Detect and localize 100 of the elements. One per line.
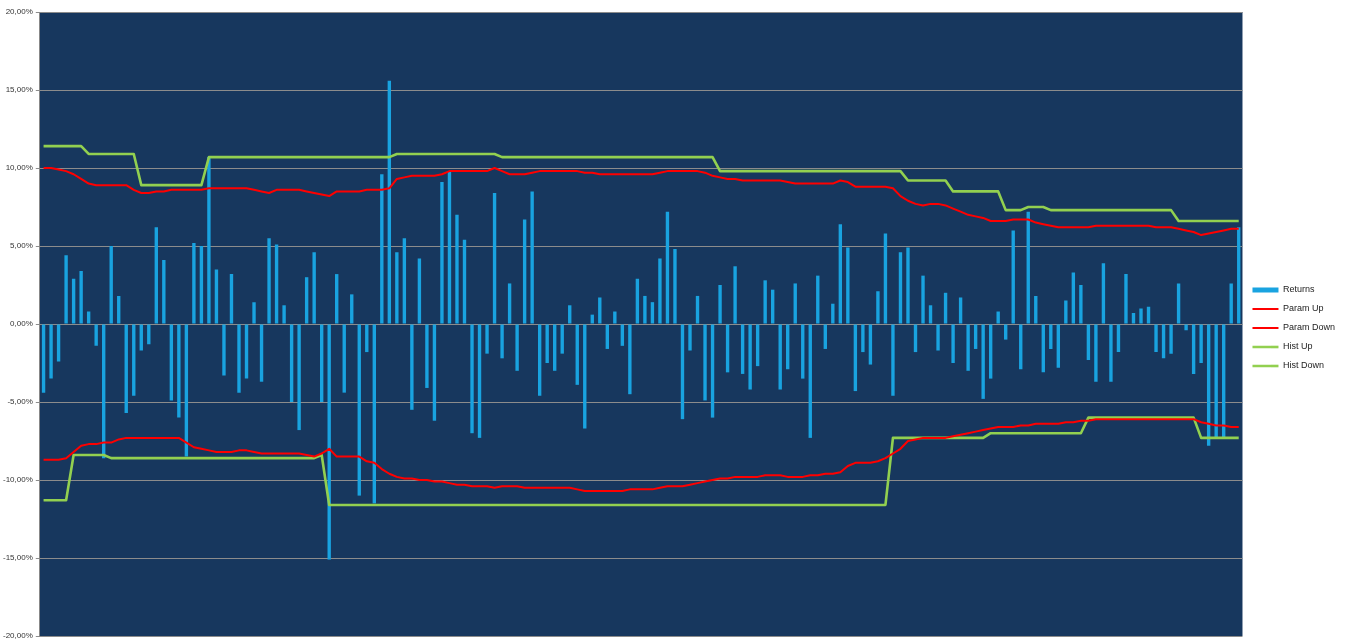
bar — [282, 305, 286, 324]
bar — [1094, 324, 1098, 382]
bar — [1214, 324, 1218, 438]
bar — [214, 269, 219, 324]
bar — [177, 324, 181, 418]
bar — [695, 295, 700, 324]
bar — [598, 297, 602, 324]
bar — [1064, 300, 1068, 324]
bar — [650, 302, 655, 324]
bar — [1011, 230, 1015, 324]
bar — [643, 295, 647, 324]
bar — [1079, 285, 1083, 324]
bar — [831, 303, 835, 324]
bar — [1139, 308, 1143, 324]
bar — [229, 274, 234, 324]
bar — [1124, 274, 1128, 324]
bar — [410, 324, 414, 410]
bar — [222, 324, 226, 376]
y-tick-label: 0,00% — [10, 319, 33, 329]
y-tick-label: -10,00% — [3, 475, 33, 485]
bar — [981, 324, 985, 399]
y-tick-label: 5,00% — [10, 241, 33, 251]
bar — [500, 324, 504, 359]
bar — [207, 157, 211, 324]
bar — [958, 297, 963, 324]
bar — [192, 242, 196, 324]
bar — [673, 249, 677, 324]
y-tick-label: 20,00% — [5, 7, 33, 17]
bar — [335, 274, 339, 324]
bar — [395, 252, 399, 324]
bar — [590, 314, 594, 324]
bar — [846, 247, 850, 324]
bar — [951, 324, 955, 363]
bar — [304, 277, 309, 324]
bar — [748, 324, 752, 390]
legend-label: Hist Down — [1282, 360, 1324, 371]
bar — [515, 324, 519, 371]
bar — [1154, 324, 1158, 353]
bar — [1169, 324, 1173, 354]
bar — [530, 191, 534, 324]
bar — [1199, 324, 1203, 363]
bar — [507, 283, 512, 324]
legend-label: Param Down — [1282, 322, 1336, 333]
bar — [793, 283, 797, 324]
bar — [312, 252, 316, 324]
y-tick-label: -5,00% — [7, 397, 33, 407]
legend-label: Hist Up — [1282, 341, 1313, 352]
y-tick-label: -15,00% — [3, 553, 33, 563]
bar — [402, 238, 407, 324]
bar — [861, 324, 865, 353]
bar — [117, 295, 121, 324]
bar — [440, 182, 444, 324]
bar — [1131, 313, 1136, 324]
legend-label: Param Up — [1282, 303, 1324, 314]
bar — [49, 324, 53, 379]
y-tick-label: -20,00% — [3, 631, 33, 641]
bar — [1184, 324, 1188, 331]
bar — [274, 244, 279, 324]
bar — [545, 324, 549, 363]
bar — [1109, 324, 1113, 382]
bar — [380, 174, 384, 324]
bar — [1229, 283, 1233, 324]
y-tick-label: 15,00% — [5, 85, 33, 95]
bar — [658, 258, 662, 324]
bar — [891, 324, 895, 396]
bar — [485, 324, 489, 354]
bar — [252, 302, 256, 324]
bar — [267, 238, 271, 324]
bar — [94, 324, 98, 346]
bar — [628, 324, 632, 395]
bar — [936, 324, 940, 351]
bar — [79, 270, 83, 324]
bar — [470, 324, 474, 434]
bar — [921, 275, 925, 324]
y-tick-label: 10,00% — [5, 163, 33, 173]
bar — [928, 305, 933, 324]
bar — [763, 280, 767, 324]
bar — [718, 285, 722, 324]
bar — [162, 260, 166, 324]
bar — [1101, 263, 1106, 324]
bar — [455, 214, 459, 324]
bar — [568, 305, 572, 324]
bar — [703, 324, 707, 401]
bar — [996, 311, 1000, 324]
legend-label: Returns — [1282, 284, 1315, 295]
bar — [1034, 295, 1038, 324]
bar — [613, 311, 617, 324]
bar — [898, 252, 903, 324]
bar — [688, 324, 692, 351]
bar — [237, 324, 241, 393]
bar — [876, 291, 880, 324]
bar — [1146, 306, 1151, 324]
bar — [417, 258, 422, 324]
bar — [350, 294, 354, 324]
bar — [966, 324, 970, 371]
bar — [64, 255, 68, 324]
bar — [906, 247, 910, 324]
bar — [1176, 283, 1181, 324]
bar — [297, 324, 301, 431]
bar — [425, 324, 429, 388]
